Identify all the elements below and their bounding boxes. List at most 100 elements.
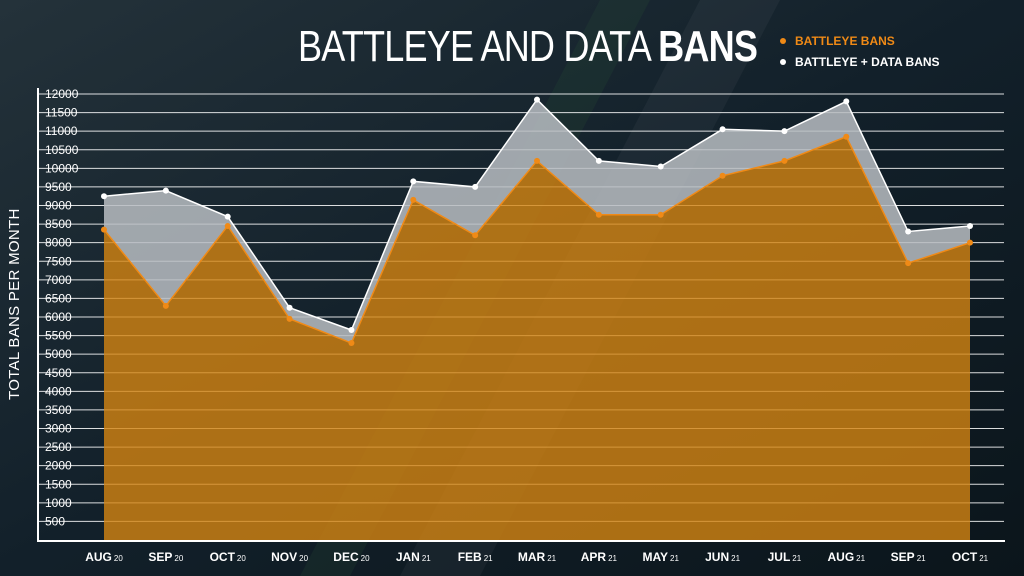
x-tick-year: 21	[856, 554, 865, 563]
total-point	[905, 228, 912, 235]
y-tick-label: 4500	[45, 366, 72, 380]
x-tick-year: 21	[979, 554, 988, 563]
total-point	[224, 213, 231, 220]
battleye-point	[595, 211, 602, 218]
x-tick-year: 21	[484, 554, 493, 563]
total-point	[781, 128, 788, 135]
x-tick-month: AUG	[85, 550, 112, 564]
y-tick-labels: 500 1000 1500 2000 2500 3000 3500 4000 4500 5000 5…	[45, 87, 79, 528]
total-point	[472, 183, 479, 190]
legend-label-battleye: BATTLEYE BANS	[795, 33, 895, 48]
legend-item-battleye: BATTLEYE BANS	[780, 30, 940, 51]
x-tick-month: OCT	[952, 550, 978, 564]
x-tick-year: 21	[670, 554, 679, 563]
y-tick-label: 1500	[45, 477, 72, 491]
x-tick-year: 20	[174, 554, 183, 563]
x-tick-label: FEB 21	[458, 550, 493, 564]
y-tick-label: 11500	[45, 106, 78, 120]
y-tick-label: 3000	[45, 422, 72, 436]
total-point	[843, 98, 850, 105]
x-tick-year: 21	[422, 554, 431, 563]
total-point	[657, 163, 664, 170]
chart-title-light: BATTLEYE AND DATA	[298, 22, 659, 71]
chart-title-bold: BANS	[658, 22, 758, 71]
x-tick-label: SEP 20	[148, 550, 183, 564]
y-tick-label: 10000	[45, 161, 79, 175]
battleye-point	[781, 157, 788, 164]
y-tick-label: 7000	[45, 273, 72, 287]
x-tick-month: MAR	[518, 550, 546, 564]
x-tick-label: AUG 21	[827, 550, 865, 564]
total-point	[719, 126, 726, 133]
x-tick-month: JUL	[768, 550, 791, 564]
total-point	[286, 304, 293, 311]
total-point	[595, 157, 602, 164]
battleye-point	[719, 172, 726, 179]
total-point	[162, 187, 169, 194]
x-tick-year: 21	[792, 554, 801, 563]
legend-dot-orange	[780, 37, 786, 44]
x-tick-year: 20	[361, 554, 370, 563]
x-tick-year: 20	[237, 554, 246, 563]
battleye-point	[162, 302, 169, 309]
battleye-point	[657, 211, 664, 218]
data-points	[101, 96, 973, 347]
x-tick-month: SEP	[891, 550, 915, 564]
y-tick-label: 12000	[45, 87, 79, 101]
y-tick-label: 5000	[45, 347, 72, 361]
battleye-point	[224, 222, 231, 229]
x-tick-year: 21	[608, 554, 617, 563]
y-tick-label: 7500	[45, 254, 72, 268]
x-tick-month: FEB	[458, 550, 482, 564]
legend-label-total: BATTLEYE + DATA BANS	[795, 54, 940, 69]
y-tick-label: 1000	[45, 496, 72, 510]
legend: BATTLEYE BANS BATTLEYE + DATA BANS	[780, 30, 940, 72]
x-tick-year: 21	[547, 554, 556, 563]
legend-dot-white	[780, 58, 786, 65]
battleye-point	[472, 232, 479, 239]
x-tick-month: NOV	[271, 550, 297, 564]
y-tick-label: 4000	[45, 384, 72, 398]
x-tick-label: APR 21	[581, 550, 618, 564]
x-tick-year: 20	[299, 554, 308, 563]
x-tick-month: AUG	[827, 550, 854, 564]
x-tick-month: DEC	[333, 550, 359, 564]
total-point	[348, 327, 355, 334]
battleye-point	[534, 157, 540, 164]
x-tick-month: MAY	[642, 550, 668, 564]
x-tick-month: SEP	[148, 550, 172, 564]
y-tick-label: 6500	[45, 291, 72, 305]
x-tick-label: DEC 20	[333, 550, 370, 564]
x-tick-month: OCT	[210, 550, 236, 564]
battleye-point	[101, 226, 107, 233]
total-point	[967, 222, 973, 229]
battleye-point	[967, 239, 973, 246]
battleye-area	[104, 136, 970, 540]
x-tick-month: APR	[581, 550, 607, 564]
battleye-point	[410, 196, 417, 203]
x-tick-label: AUG 20	[85, 550, 123, 564]
y-tick-label: 9000	[45, 199, 72, 213]
axes	[37, 88, 1005, 542]
areas	[104, 99, 970, 540]
x-tick-label: MAY 21	[642, 550, 679, 564]
total-area	[104, 99, 970, 344]
y-axis-label: TOTAL BANS PER MONTH	[6, 208, 23, 400]
legend-item-total: BATTLEYE + DATA BANS	[780, 51, 940, 72]
chart-title: BATTLEYE AND DATA BANS	[298, 22, 758, 72]
battleye-point	[905, 260, 912, 267]
x-tick-label: SEP 21	[891, 550, 926, 564]
y-tick-label: 3500	[45, 403, 72, 417]
y-tick-label: 9500	[45, 180, 72, 194]
total-point	[101, 193, 107, 200]
x-tick-label: JUL 21	[768, 550, 802, 564]
total-point	[534, 96, 540, 103]
y-tick-label: 5500	[45, 329, 72, 343]
y-tick-label: 500	[45, 514, 65, 528]
battleye-point	[286, 315, 293, 322]
total-point	[410, 178, 417, 185]
y-tick-label: 8000	[45, 236, 72, 250]
x-tick-label: OCT 21	[952, 550, 989, 564]
